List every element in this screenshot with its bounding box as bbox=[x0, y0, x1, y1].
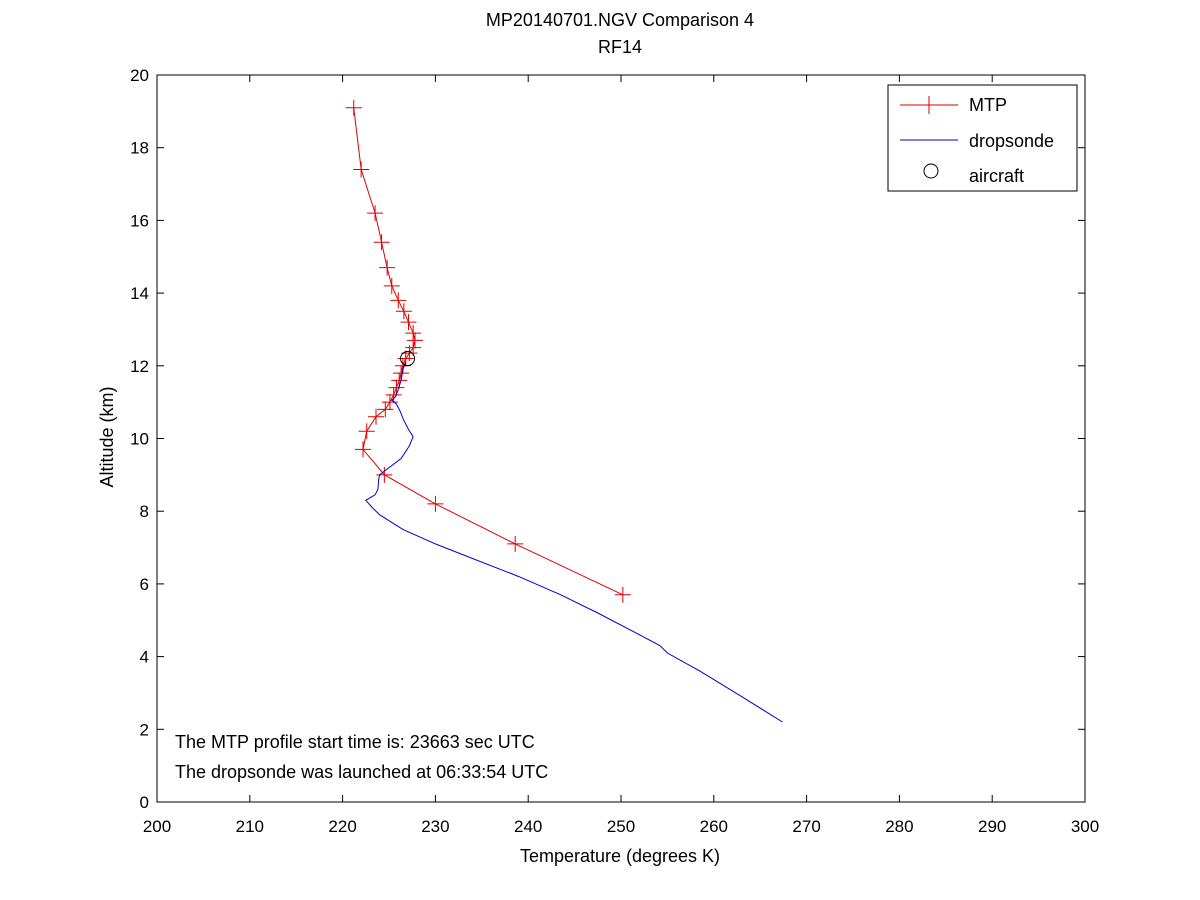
x-tick-label: 290 bbox=[978, 817, 1006, 836]
annotation-start-time: The MTP profile start time is: 23663 sec… bbox=[175, 732, 535, 752]
mtp-point-marker bbox=[614, 586, 631, 603]
y-tick-label: 8 bbox=[140, 502, 149, 521]
mtp-point-marker bbox=[507, 535, 524, 552]
legend-mtp-marker bbox=[920, 96, 938, 114]
y-tick-label: 18 bbox=[130, 139, 149, 158]
mtp-point-marker bbox=[383, 277, 400, 294]
legend-aircraft-marker bbox=[923, 163, 939, 179]
x-tick-label: 220 bbox=[328, 817, 356, 836]
chart-title: MP20140701.NGV Comparison 4 bbox=[486, 10, 754, 30]
mtp-point-marker bbox=[358, 423, 375, 440]
x-tick-label: 260 bbox=[700, 817, 728, 836]
mtp-point-marker bbox=[405, 325, 422, 342]
mtp-point-marker bbox=[390, 292, 407, 309]
mtp-point-marker bbox=[381, 394, 398, 411]
mtp-point-marker bbox=[400, 314, 417, 331]
mtp-point-marker bbox=[367, 205, 384, 222]
mtp-series-line bbox=[353, 107, 624, 596]
mtp-point-marker bbox=[406, 332, 423, 349]
y-tick-label: 10 bbox=[130, 430, 149, 449]
legend-box bbox=[887, 84, 1078, 192]
mtp-point-marker bbox=[377, 401, 394, 418]
y-tick-label: 20 bbox=[130, 66, 149, 85]
y-tick-label: 12 bbox=[130, 357, 149, 376]
y-axis-label: Altitude (km) bbox=[97, 386, 117, 487]
mtp-point-marker bbox=[373, 234, 390, 251]
mtp-point-marker bbox=[353, 161, 370, 178]
x-tick-label: 280 bbox=[885, 817, 913, 836]
y-tick-label: 0 bbox=[140, 793, 149, 812]
mtp-point-marker bbox=[376, 466, 393, 483]
legend-aircraft-label: aircraft bbox=[969, 166, 1024, 186]
mtp-point-marker bbox=[368, 408, 385, 425]
mtp-point-marker bbox=[345, 99, 362, 116]
mtp-point-marker bbox=[385, 386, 402, 403]
y-tick-label: 16 bbox=[130, 211, 149, 230]
x-tick-label: 300 bbox=[1071, 817, 1099, 836]
y-tick-label: 6 bbox=[140, 575, 149, 594]
x-axis-label: Temperature (degrees K) bbox=[520, 846, 720, 866]
y-tick-label: 2 bbox=[140, 720, 149, 739]
legend: MTP dropsonde aircraft bbox=[887, 84, 1078, 192]
chart-subtitle: RF14 bbox=[598, 37, 642, 57]
aircraft-point-marker bbox=[400, 351, 416, 367]
dropsonde-series-line bbox=[365, 362, 783, 723]
y-tick-label: 4 bbox=[140, 648, 149, 667]
x-tick-label: 210 bbox=[236, 817, 264, 836]
legend-dropsonde-label: dropsonde bbox=[969, 131, 1054, 151]
x-tick-label: 200 bbox=[143, 817, 171, 836]
x-tick-label: 250 bbox=[607, 817, 635, 836]
x-tick-label: 240 bbox=[514, 817, 542, 836]
plot-area: 200 210 220 230 240 250 260 270 280 290 300 0 2 4 6 8 10… bbox=[130, 66, 1099, 836]
annotation-launch-time: The dropsonde was launched at 06:33:54 U… bbox=[175, 762, 548, 782]
x-tick-label: 230 bbox=[421, 817, 449, 836]
y-tick-label: 14 bbox=[130, 284, 149, 303]
mtp-point-marker bbox=[427, 495, 444, 512]
x-tick-label: 270 bbox=[792, 817, 820, 836]
mtp-point-marker bbox=[355, 441, 372, 458]
mtp-point-marker bbox=[379, 259, 396, 276]
legend-mtp-label: MTP bbox=[969, 95, 1007, 115]
mtp-point-marker bbox=[395, 303, 412, 320]
